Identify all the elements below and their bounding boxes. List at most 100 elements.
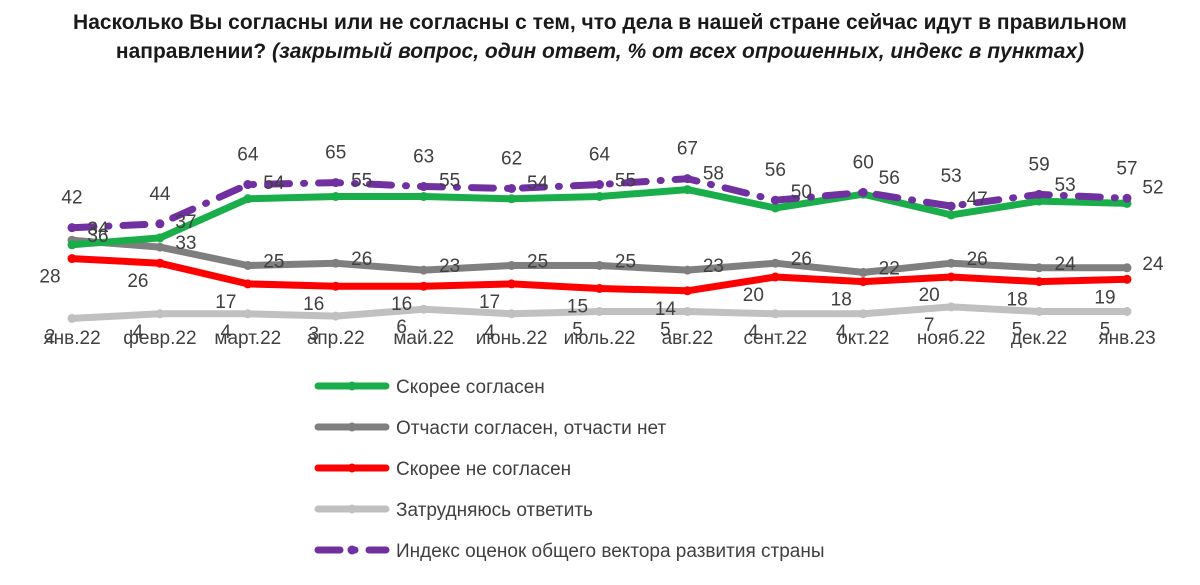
series-1-point-3 (331, 258, 341, 268)
x-tick-label-3: апр.22 (307, 328, 365, 349)
series-1-point-7 (682, 265, 692, 275)
series-4-label-7: 67 (677, 139, 698, 160)
series-3-point-0 (67, 313, 77, 323)
series-1-point-12 (1122, 263, 1132, 273)
series-4-point-2 (243, 180, 253, 190)
series-4-label-6: 64 (589, 145, 611, 166)
series-2-point-6 (595, 284, 604, 293)
series-1-point-5 (507, 261, 517, 270)
series-4-point-1 (155, 219, 165, 229)
series-0-point-5 (507, 194, 517, 204)
series-4-label-3: 65 (325, 143, 346, 164)
legend-marker-3 (347, 504, 357, 514)
series-0-label-8: 50 (791, 182, 812, 203)
legend-label-4: Индекс оценок общего вектора развития ст… (396, 541, 825, 562)
series-3-point-8 (770, 309, 780, 319)
series-4-label-2: 64 (237, 145, 259, 166)
series-2-label-1: 26 (127, 271, 148, 292)
x-tick-label-11: дек.22 (1011, 328, 1067, 349)
series-4-point-4 (419, 182, 429, 192)
series-1-label-1: 33 (175, 233, 196, 254)
series-4-point-12 (1122, 193, 1132, 203)
series-0-label-5: 54 (527, 173, 549, 194)
series-3-point-11 (1034, 307, 1044, 316)
series-2-label-2: 17 (215, 292, 236, 313)
series-0-label-2: 54 (263, 173, 285, 194)
series-1-label-8: 26 (791, 249, 812, 270)
series-0-label-3: 55 (351, 171, 372, 192)
series-4-label-12: 57 (1116, 158, 1137, 179)
legend-label-1: Отчасти согласен, отчасти нет (396, 418, 666, 439)
series-2-point-0 (67, 254, 77, 264)
series-0-point-0 (67, 240, 77, 250)
series-2-label-12: 19 (1094, 287, 1115, 308)
series-2-point-10 (946, 272, 956, 282)
chart-title-note: (закрытый вопрос, один ответ, % от всех … (272, 40, 1085, 63)
series-2-point-2 (243, 279, 253, 289)
legend-label-2: Скорее не согласен (396, 459, 571, 480)
legend-marker-0 (347, 381, 357, 391)
series-1-label-2: 25 (263, 252, 284, 273)
x-tick-label-2: март.22 (214, 328, 281, 349)
legend-label-3: Затрудняюсь ответить (396, 500, 593, 521)
series-4-point-6 (595, 180, 604, 190)
series-2-point-12 (1122, 274, 1132, 284)
series-1-point-6 (595, 261, 604, 270)
series-2-label-6: 15 (567, 297, 588, 318)
series-4-point-9 (858, 187, 868, 197)
series-1-label-11: 24 (1055, 254, 1077, 275)
series-0-label-4: 55 (439, 171, 460, 192)
series-3-label-10: 7 (924, 315, 935, 336)
chart-title-main: Насколько Вы согласны или не согласны с … (73, 11, 1127, 63)
series-2-label-3: 16 (303, 294, 324, 315)
series-4-label-0: 42 (61, 188, 82, 209)
series-1-point-2 (243, 261, 253, 270)
series-2-label-7: 14 (655, 299, 677, 320)
series-0-point-10 (946, 210, 956, 220)
series-3-label-1: 4 (133, 322, 144, 343)
series-3-label-4: 6 (396, 317, 407, 338)
series-4-label-11: 59 (1029, 154, 1050, 175)
series-3-point-1 (155, 309, 165, 319)
series-0-label-7: 58 (703, 164, 724, 185)
series-0-point-8 (770, 203, 780, 213)
series-0-point-6 (595, 192, 604, 201)
legend-marker-1 (347, 422, 357, 432)
series-3-label-8: 4 (748, 322, 759, 343)
x-tick-label-8: сент.22 (744, 328, 808, 349)
series-0-point-3 (331, 192, 341, 201)
series-3-label-0: 2 (45, 326, 56, 347)
series-3-point-2 (243, 309, 253, 319)
series-4-label-5: 62 (501, 148, 522, 169)
series-0-label-6: 55 (615, 171, 636, 192)
series-2-label-10: 20 (919, 285, 940, 306)
series-4-point-5 (507, 183, 517, 193)
series-3-label-2: 4 (221, 322, 232, 343)
series-3-label-12: 5 (1100, 320, 1111, 341)
series-4-point-7 (682, 174, 692, 184)
x-tick-label-5: июнь.22 (476, 328, 548, 349)
series-4-label-8: 56 (765, 160, 786, 181)
series-3-label-3: 3 (308, 324, 319, 345)
series-4-label-9: 60 (853, 152, 874, 173)
series-3-label-5: 4 (484, 322, 495, 343)
series-2-label-0: 28 (39, 267, 60, 288)
series-2-point-11 (1034, 277, 1044, 287)
series-1-point-1 (155, 242, 165, 252)
series-1-point-8 (770, 258, 780, 268)
series-1-label-3: 26 (351, 249, 372, 270)
x-tick-label-4: май.22 (393, 328, 454, 349)
series-1-label-10: 26 (967, 249, 988, 270)
series-2-point-9 (858, 277, 868, 287)
series-4-point-8 (770, 195, 780, 205)
series-1-label-7: 23 (703, 256, 724, 277)
series-3-point-10 (946, 302, 956, 312)
series-1-point-11 (1034, 263, 1044, 273)
series-2-point-8 (770, 272, 780, 282)
x-tick-label-1: февр.22 (123, 328, 196, 349)
series-3-point-9 (858, 309, 868, 319)
series-1-point-9 (858, 267, 868, 277)
series-2-label-5: 17 (479, 292, 500, 313)
series-4-label-10: 53 (941, 166, 962, 187)
